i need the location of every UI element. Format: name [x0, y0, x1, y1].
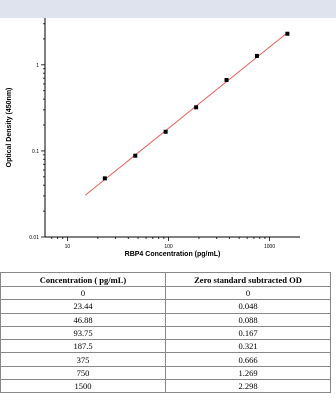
- cell-concentration: 375: [0, 352, 166, 367]
- fit-line: [84, 32, 288, 196]
- y-axis-title: Optical Density (450nm): [6, 88, 13, 168]
- data-point: [224, 78, 229, 83]
- table-row: 93.75 0.167: [0, 325, 331, 341]
- chart-svg: 10 100 1000 0.01 0.1 1 RBP4 Concentration (pg…: [6, 18, 300, 258]
- table-row: 187.5 0.321: [0, 339, 331, 354]
- x-tick-label: 100: [164, 244, 173, 250]
- cell-od: 0.167: [165, 325, 331, 341]
- data-point: [285, 31, 290, 36]
- header-od: Zero standard subtracted OD: [165, 272, 331, 287]
- table-body: 0 0 23.44 0.048 46.88 0.088 93.75 0.167 187.5 0.3…: [0, 285, 331, 394]
- data-table-container: Concentration ( pg/mL) Zero standard sub…: [0, 272, 336, 394]
- cell-od: 0.666: [165, 352, 331, 367]
- fit-line-group: [84, 32, 288, 196]
- chart-ticks: 10 100 1000 0.01 0.1 1: [29, 23, 275, 250]
- cell-od: 0: [165, 285, 331, 301]
- cell-od: 2.298: [165, 379, 331, 394]
- data-point: [133, 153, 138, 158]
- table-row: 1500 2.298: [0, 379, 331, 394]
- cell-od: 0.321: [165, 339, 331, 354]
- table-row: 750 1.269: [0, 365, 331, 381]
- standard-curve-chart: 10 100 1000 0.01 0.1 1 RBP4 Concentration (pg…: [6, 18, 300, 258]
- cell-concentration: 0: [0, 285, 166, 301]
- y-tick-label: 0.01: [29, 235, 39, 241]
- data-points: [102, 31, 290, 181]
- cell-od: 0.088: [165, 312, 331, 327]
- y-tick-label: 0.1: [32, 149, 39, 155]
- x-tick-label: 10: [65, 244, 71, 250]
- cell-concentration: 187.5: [0, 339, 166, 354]
- header-concentration: Concentration ( pg/mL): [0, 272, 166, 287]
- data-point: [254, 53, 259, 58]
- table-header-row: Concentration ( pg/mL) Zero standard sub…: [0, 272, 331, 287]
- table-row: 375 0.666: [0, 352, 331, 367]
- table-row: 46.88 0.088: [0, 312, 331, 327]
- chart-axes: [44, 18, 300, 238]
- cell-concentration: 23.44: [0, 299, 166, 314]
- od-data-table: Concentration ( pg/mL) Zero standard sub…: [0, 272, 331, 394]
- cell-concentration: 93.75: [0, 325, 166, 341]
- y-tick-label: 1: [36, 63, 39, 69]
- x-tick-label: 1000: [264, 244, 275, 250]
- data-point: [194, 105, 199, 110]
- table-row: 23.44 0.048: [0, 299, 331, 314]
- cell-od: 1.269: [165, 365, 331, 381]
- top-background-band: [0, 0, 336, 18]
- cell-concentration: 1500: [0, 379, 166, 394]
- data-point: [163, 129, 168, 134]
- cell-od: 0.048: [165, 299, 331, 314]
- cell-concentration: 750: [0, 365, 166, 381]
- cell-concentration: 46.88: [0, 312, 166, 327]
- x-axis-title: RBP4 Concentration (pg/mL): [125, 251, 221, 258]
- data-point: [102, 176, 107, 181]
